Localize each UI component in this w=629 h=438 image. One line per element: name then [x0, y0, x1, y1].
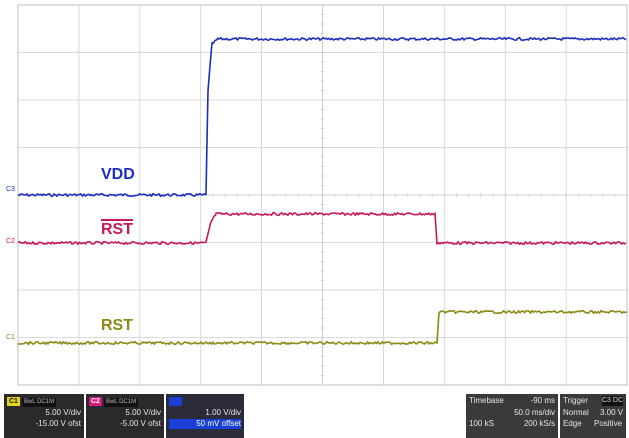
vdd-trace	[17, 36, 627, 198]
channel-1-volts-div: 5.00 V/div	[45, 408, 81, 417]
timebase-samples: 100 kS	[469, 419, 494, 428]
trigger-label: Trigger	[563, 396, 589, 405]
timebase-label: Timebase	[469, 396, 504, 405]
trigger-source: C3 DC	[602, 396, 624, 406]
channel-1-panel[interactable]: C1 BwL DC1M 5.00 V/div -15.00 V ofst	[4, 394, 84, 438]
timebase-sample-rate: 200 kS/s	[523, 419, 555, 428]
oscilloscope-plot-area	[17, 4, 628, 386]
trigger-slope: Positive	[594, 419, 623, 428]
channel-1-offset: -15.00 V ofst	[35, 419, 81, 428]
rst-bar-trace	[17, 211, 627, 246]
channel-1-badge: C1	[7, 397, 20, 406]
trigger-panel[interactable]: Trigger C3 DC Normal 3.00 V Edge Positiv…	[560, 394, 626, 438]
channel-3-volts-div: 1.00 V/div	[205, 408, 241, 417]
channel-3-offset: 50 mV offset	[169, 419, 241, 429]
channel-3-badge: C3	[169, 397, 182, 406]
channel-2-flags: BwL DC1M	[103, 398, 139, 407]
timebase-panel[interactable]: Timebase -90 ms 50.0 ms/div 100 kS 200 k…	[466, 394, 558, 438]
channel-2-volts-div: 5.00 V/div	[125, 408, 161, 417]
c1-ground-marker[interactable]: C1	[6, 334, 15, 341]
status-bar: C1 BwL DC1M 5.00 V/div -15.00 V ofst C2 Bw…	[0, 390, 629, 438]
channel-3-panel[interactable]: C3 1.00 V/div 50 mV offset	[166, 394, 244, 438]
channel-1-flags: BwL DC1M	[21, 398, 57, 407]
rst-bar-label: RST	[101, 219, 133, 238]
channel-2-offset: -5.00 V ofst	[120, 419, 161, 428]
trigger-level: 3.00 V	[600, 408, 624, 417]
rst-trace	[17, 309, 627, 346]
timebase-delay: -90 ms	[530, 396, 555, 405]
timebase-time-div: 50.0 ms/div	[514, 408, 555, 417]
rst-label: RST	[101, 317, 133, 334]
c2-ground-marker[interactable]: C2	[6, 238, 15, 245]
channel-2-badge: C2	[89, 397, 102, 406]
trigger-mode: Normal	[563, 408, 589, 417]
channel-2-panel[interactable]: C2 BwL DC1M 5.00 V/div -5.00 V ofst	[86, 394, 164, 438]
waveform-grid	[17, 4, 628, 386]
vdd-label: VDD	[101, 166, 135, 183]
trigger-type: Edge	[563, 419, 582, 428]
c3-ground-marker[interactable]: C3	[6, 186, 15, 193]
